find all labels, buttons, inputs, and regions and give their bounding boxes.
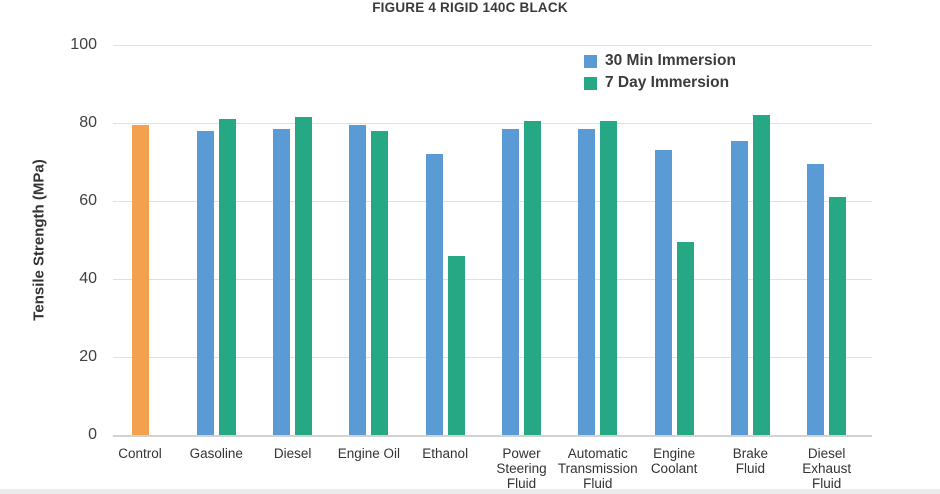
y-tick-label-100: 100 [70,36,97,53]
x-axis-tick-labels: Control Gasoline Diesel Engine Oil Ethanol Po… [113,446,872,492]
gridline-80 [113,122,872,124]
y-tick-label-20: 20 [79,348,97,365]
x-tick-label-diesel: Diesel [273,446,312,461]
page-bottom-border [0,489,940,494]
x-tick-label-ethanol: Ethanol [422,446,469,461]
gridline-100 [113,44,872,46]
legend-swatch-30-min-immersion [584,54,597,68]
bar-30-min-immersion-engine-oil [349,124,367,435]
legend-label-7-day-immersion: 7 Day Immersion [605,74,730,91]
x-tick-label-control: Control [118,446,162,461]
legend: 30 Min Immersion 7 Day Immersion [584,52,736,96]
legend-label-30-min-immersion: 30 Min Immersion [605,52,736,69]
legend-swatch-7-day-immersion [584,76,597,90]
bar-7-day-immersion-automatic-transmission-fluid [600,121,618,435]
legend-item-30-min-immersion: 30 Min Immersion [584,52,736,70]
y-tick-label-60: 60 [79,192,97,209]
bar-7-day-immersion-ethanol [447,255,465,435]
legend-item-7-day-immersion: 7 Day Immersion [584,74,736,92]
bar-30-min-immersion-engine-coolant [654,150,672,435]
bar-30-min-immersion-automatic-transmission-fluid [578,128,596,435]
x-tick-label-engine-oil: Engine Oil [337,446,401,461]
bar-30-min-immersion-ethanol [425,154,443,435]
bar-control-control [131,124,149,435]
bar-7-day-immersion-gasoline [218,119,236,435]
bar-7-day-immersion-brake-fluid [752,115,770,435]
chart-title: FIGURE 4 RIGID 140C BLACK [372,0,568,15]
x-tick-label-diesel-exhaust-fluid: Diesel Exhaust Fluid [802,446,852,492]
x-tick-label-brake-fluid: Brake Fluid [732,446,769,477]
bar-7-day-immersion-diesel-exhaust-fluid [829,197,847,435]
gridline-20 [113,356,872,358]
x-tick-label-automatic-transmission-fluid: Automatic Transmission Fluid [557,446,638,492]
bar-7-day-immersion-engine-oil [371,130,389,435]
bar-30-min-immersion-power-steering-fluid [502,128,519,435]
bar-7-day-immersion-diesel [295,117,313,435]
x-tick-label-power-steering-fluid: Power Steering Fluid [496,446,547,492]
y-tick-label-80: 80 [79,114,97,131]
bar-7-day-immersion-power-steering-fluid [524,121,541,435]
y-tick-label-40: 40 [79,270,97,287]
x-tick-label-engine-coolant: Engine Coolant [650,446,698,477]
bar-30-min-immersion-diesel [273,128,291,435]
gridline-60 [113,200,872,202]
gridline-40 [113,278,872,280]
plot-area [113,44,872,437]
bar-30-min-immersion-gasoline [196,130,214,435]
bar-7-day-immersion-engine-coolant [676,241,694,435]
bar-30-min-immersion-brake-fluid [730,140,748,435]
x-tick-label-gasoline: Gasoline [189,446,243,461]
y-tick-label-0: 0 [88,426,97,443]
y-axis-tick-labels: 0 20 40 60 80 100 [36,36,97,443]
bar-30-min-immersion-diesel-exhaust-fluid [807,163,825,435]
